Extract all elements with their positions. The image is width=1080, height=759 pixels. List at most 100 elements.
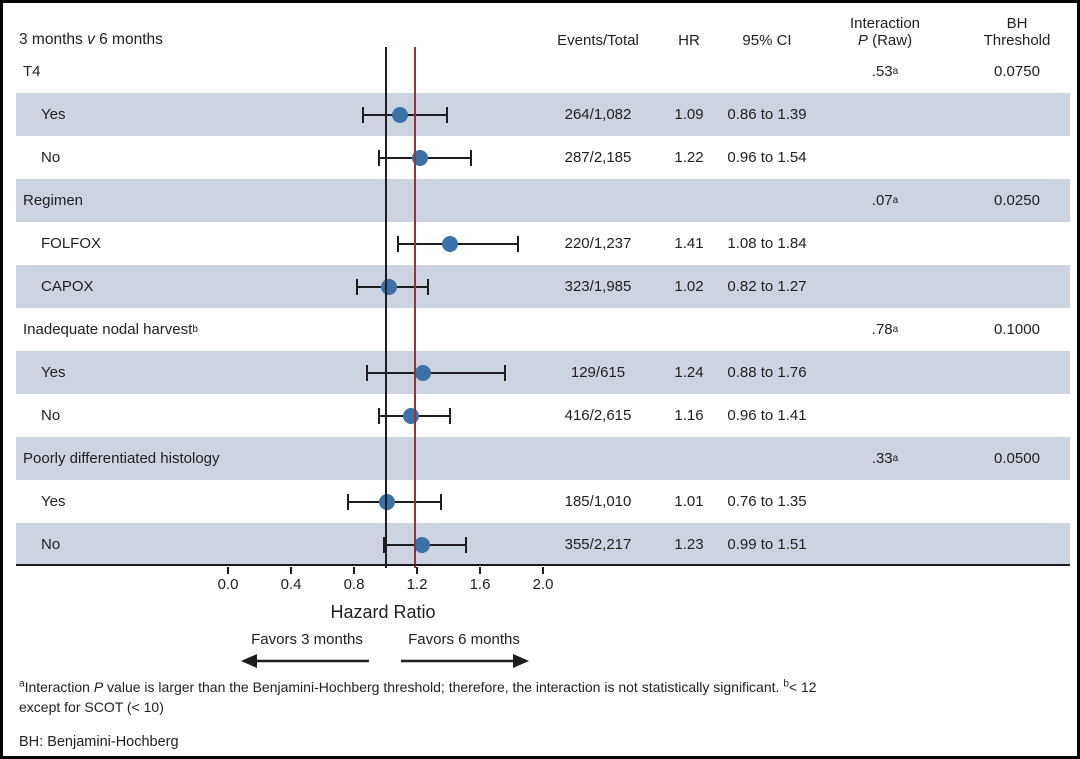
ci-value: 0.96 to 1.41 [727, 407, 807, 424]
hr-value: 1.24 [674, 364, 704, 381]
hr-point-marker [415, 364, 432, 381]
events-total-value: 287/2,185 [564, 149, 632, 166]
row-label: No [41, 407, 61, 424]
ci-cap-low [378, 407, 381, 424]
ci-cap-low [378, 149, 381, 166]
interaction-p-value: .07 a [871, 192, 899, 209]
events-total-value: 185/1,010 [564, 493, 632, 510]
column-header-events-total: Events/Total [557, 32, 639, 49]
x-axis-tick-label: 0.0 [217, 576, 239, 593]
title-pre: 3 months [19, 31, 88, 48]
abbreviation-note: BH: Benjamini-Hochberg [19, 734, 179, 750]
x-axis-tick [353, 567, 355, 574]
overall-hr-line [414, 47, 417, 568]
x-axis-tick [290, 567, 292, 574]
interaction-header-line1: Interaction [849, 15, 921, 32]
row-shading-band [16, 179, 1070, 222]
hr-point-marker [380, 278, 397, 295]
ci-cap-high [445, 106, 448, 123]
ci-cap-high [464, 536, 467, 553]
hr-point-marker [442, 235, 459, 252]
x-axis-tick [542, 567, 544, 574]
table-row: Inadequate nodal harvest b .78 a 0.1000 [3, 308, 1077, 351]
ci-cap-low [346, 493, 349, 510]
ci-value: 0.96 to 1.54 [727, 149, 807, 166]
favors-right-label: Favors 6 months [408, 631, 520, 648]
ci-value: 0.86 to 1.39 [727, 106, 807, 123]
row-label: Yes [41, 493, 66, 510]
row-shading-band [16, 523, 1070, 566]
ci-cap-high [516, 235, 519, 252]
table-row: T4 .53 a 0.0750 [3, 50, 1077, 93]
footnote-sup-a: a [19, 678, 25, 690]
bh-header-line2: Threshold [983, 32, 1051, 49]
row-label: Inadequate nodal harvest b [23, 321, 198, 338]
null-reference-line [384, 47, 387, 568]
ci-value: 0.76 to 1.35 [727, 493, 807, 510]
events-total-value: 355/2,217 [564, 536, 632, 553]
hr-value: 1.16 [674, 407, 704, 424]
ci-cap-high [504, 364, 507, 381]
table-row: No 355/2,217 1.23 0.99 to 1.51 [3, 523, 1077, 566]
table-row: FOLFOX 220/1,237 1.41 1.08 to 1.84 [3, 222, 1077, 265]
footnote-a-text1: Interaction [24, 679, 94, 695]
bh-threshold-value: 0.0250 [994, 192, 1040, 209]
row-label: Yes [41, 364, 66, 381]
hr-point-marker [391, 106, 408, 123]
interaction-header-p: P [857, 32, 868, 49]
x-axis-tick-label: 0.8 [343, 576, 365, 593]
x-axis-tick-label: 0.4 [280, 576, 302, 593]
title-versus: v [87, 31, 95, 48]
row-shading-band [16, 93, 1070, 136]
events-total-value: 323/1,985 [564, 278, 632, 295]
row-label: No [41, 149, 61, 166]
row-label: T4 [23, 63, 41, 80]
ci-cap-low [397, 235, 400, 252]
row-shading-band [16, 437, 1070, 480]
x-axis-tick [416, 567, 418, 574]
footnote-a-text2: value is larger than the Benjamini-Hochb… [103, 679, 784, 695]
row-label: Poorly differentiated histology [23, 450, 220, 467]
footnote-sup-b: b [783, 678, 789, 690]
column-header-interaction-p: Interaction P (Raw) [835, 15, 935, 49]
hr-value: 1.41 [674, 235, 704, 252]
interaction-p-value: .53 a [871, 63, 899, 80]
bh-header-line1: BH [1006, 15, 1028, 32]
interaction-header-raw: (Raw) [867, 32, 913, 49]
bh-threshold-value: 0.0500 [994, 450, 1040, 467]
x-axis-tick-label: 1.6 [469, 576, 491, 593]
x-axis-title: Hazard Ratio [330, 602, 436, 622]
ci-value: 0.88 to 1.76 [727, 364, 807, 381]
table-row: Yes 129/615 1.24 0.88 to 1.76 [3, 351, 1077, 394]
table-row: No 287/2,185 1.22 0.96 to 1.54 [3, 136, 1077, 179]
column-header-hr: HR [678, 32, 700, 49]
table-row: CAPOX 323/1,985 1.02 0.82 to 1.27 [3, 265, 1077, 308]
table-row: No 416/2,615 1.16 0.96 to 1.41 [3, 394, 1077, 437]
ci-value: 0.82 to 1.27 [727, 278, 807, 295]
hr-point-marker [413, 536, 430, 553]
row-label: FOLFOX [41, 235, 102, 252]
hr-value: 1.23 [674, 536, 704, 553]
ci-cap-high [449, 407, 452, 424]
column-header-95ci: 95% CI [742, 32, 792, 49]
events-total-value: 129/615 [570, 364, 626, 381]
row-shading-band [16, 265, 1070, 308]
footnote-b-text: < 12 except for SCOT (< 10) [19, 679, 817, 715]
ci-cap-low [356, 278, 359, 295]
figure-title: 3 months v 6 months [19, 31, 163, 49]
row-label: No [41, 536, 61, 553]
ci-cap-low [365, 364, 368, 381]
row-label: Yes [41, 106, 66, 123]
row-shading-band [16, 351, 1070, 394]
ci-cap-high [439, 493, 442, 510]
ci-value: 0.99 to 1.51 [727, 536, 807, 553]
hr-value: 1.09 [674, 106, 704, 123]
ci-value: 1.08 to 1.84 [727, 235, 807, 252]
table-row: Regimen .07 a 0.0250 [3, 179, 1077, 222]
x-axis-tick [479, 567, 481, 574]
title-post: 6 months [94, 31, 163, 48]
events-total-value: 264/1,082 [564, 106, 632, 123]
x-axis-tick-label: 1.2 [406, 576, 428, 593]
favors-right-arrow-icon [401, 654, 529, 668]
